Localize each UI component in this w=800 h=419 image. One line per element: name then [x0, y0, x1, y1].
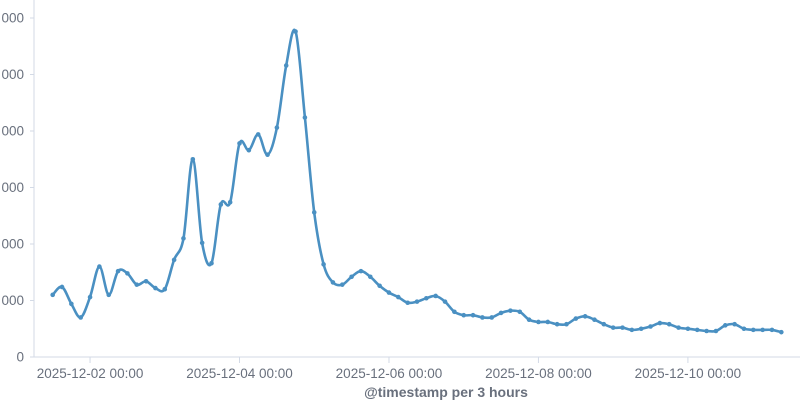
data-point	[358, 268, 364, 274]
data-point	[676, 325, 681, 330]
data-point	[573, 316, 579, 321]
data-point	[377, 283, 382, 289]
data-point	[564, 321, 569, 327]
data-point	[50, 292, 55, 298]
data-point	[433, 293, 438, 299]
data-point	[554, 321, 560, 327]
data-point	[685, 326, 691, 332]
series-points	[50, 29, 784, 335]
data-point	[162, 286, 168, 292]
data-point	[442, 299, 448, 304]
data-point	[339, 282, 345, 287]
data-point	[386, 290, 392, 295]
series-line	[51, 28, 783, 334]
data-point	[246, 147, 252, 153]
data-point	[638, 326, 644, 332]
data-point	[78, 315, 84, 320]
data-point	[274, 125, 280, 130]
data-point	[209, 260, 214, 266]
data-point	[769, 327, 775, 333]
data-point	[367, 274, 373, 280]
data-point	[143, 278, 149, 284]
data-point	[125, 271, 130, 276]
y-tick-label: 000	[1, 180, 24, 195]
data-point	[97, 264, 102, 269]
data-point	[779, 329, 784, 335]
data-point	[498, 310, 504, 316]
data-point	[396, 294, 401, 300]
data-point	[452, 309, 457, 315]
data-point	[592, 317, 597, 323]
data-point	[629, 327, 635, 333]
data-point	[106, 292, 112, 298]
data-point	[722, 323, 728, 328]
data-point	[704, 328, 709, 334]
x-axis-title: @timestamp per 3 hours	[364, 384, 528, 400]
data-point	[283, 63, 289, 68]
data-point	[582, 314, 588, 319]
data-point	[227, 199, 233, 205]
y-tick-label: 000	[1, 67, 24, 82]
data-point	[489, 315, 495, 320]
data-point	[181, 236, 186, 241]
data-point	[311, 210, 317, 215]
y-tick-label: 000	[1, 237, 24, 252]
data-point	[741, 326, 747, 332]
y-tick-label: 000	[1, 293, 24, 308]
data-point	[732, 321, 737, 327]
x-axis-ticks: 2025-12-02 00:00 2025-12-04 00:00 2025-12-…	[37, 357, 741, 381]
data-point	[424, 295, 429, 301]
data-point	[69, 301, 74, 307]
data-point	[545, 319, 551, 325]
data-point	[414, 299, 420, 304]
data-point	[750, 327, 756, 333]
data-point	[508, 308, 513, 313]
data-point	[526, 317, 532, 323]
data-point	[321, 262, 326, 267]
data-point	[218, 202, 224, 207]
x-tick-label: 2025-12-06 00:00	[336, 366, 443, 381]
data-point	[648, 324, 653, 329]
data-point	[115, 268, 121, 274]
data-point	[87, 294, 93, 300]
data-point	[405, 300, 410, 306]
data-point	[517, 309, 523, 315]
data-point	[265, 152, 270, 158]
y-tick-label: 0	[16, 350, 24, 365]
data-point	[255, 132, 261, 137]
data-point	[134, 282, 140, 287]
data-point	[171, 257, 177, 263]
data-point	[190, 156, 196, 162]
data-point	[480, 315, 485, 320]
y-tick-label: 000	[1, 124, 24, 139]
x-tick-label: 2025-12-02 00:00	[37, 366, 144, 381]
data-point	[199, 240, 205, 246]
data-point	[349, 274, 354, 280]
data-point	[657, 320, 663, 326]
x-tick-label: 2025-12-08 00:00	[485, 366, 592, 381]
data-point	[536, 319, 541, 325]
data-point	[610, 325, 616, 330]
data-point	[620, 325, 625, 330]
x-tick-label: 2025-12-10 00:00	[635, 366, 742, 381]
data-point	[694, 327, 700, 333]
data-point	[666, 321, 672, 327]
data-point	[601, 321, 607, 327]
y-tick-label: 000	[1, 11, 24, 26]
x-tick-label: 2025-12-04 00:00	[186, 366, 293, 381]
data-point	[237, 141, 242, 146]
data-point	[760, 327, 765, 333]
data-point	[713, 328, 719, 334]
data-point	[302, 115, 308, 120]
data-point	[293, 29, 298, 34]
data-point	[153, 285, 158, 291]
data-point	[330, 280, 336, 285]
data-point	[461, 312, 467, 318]
data-point	[59, 284, 65, 290]
data-point	[470, 312, 476, 318]
